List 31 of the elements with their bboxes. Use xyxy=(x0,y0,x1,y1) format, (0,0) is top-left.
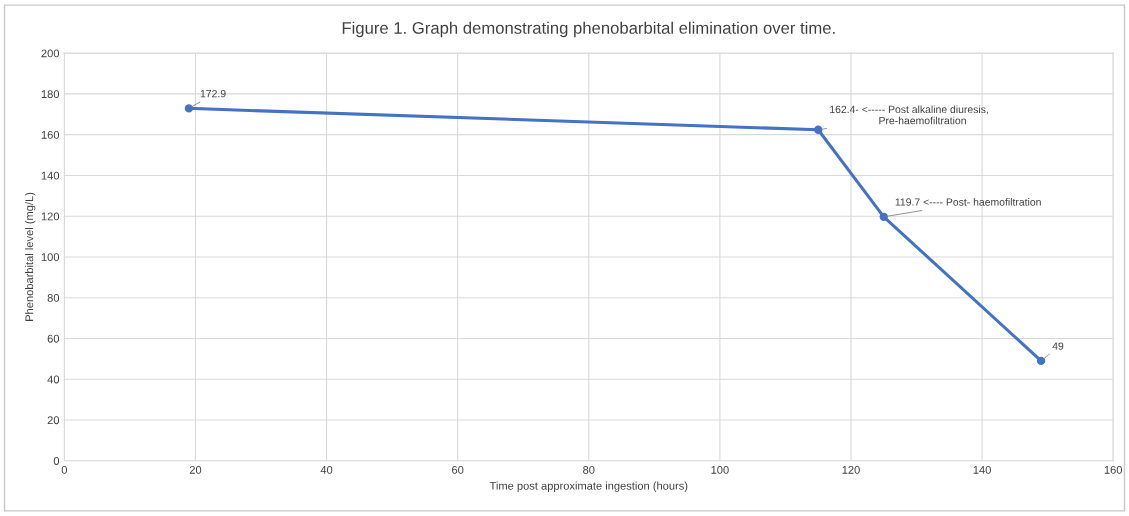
y-tick-label: 120 xyxy=(41,212,60,221)
chart-title: Figure 1. Graph demonstrating phenobarbital elimination over time. xyxy=(342,21,835,38)
x-tick-label: 140 xyxy=(973,465,991,474)
y-axis-title: Phenobarbital level (mg/L) xyxy=(25,192,36,321)
point xyxy=(814,125,823,134)
y-tick-label: 100 xyxy=(41,253,60,262)
x-tick-label: 120 xyxy=(842,465,860,474)
x-tick-label: 20 xyxy=(189,465,202,474)
x-tick-label: 100 xyxy=(711,465,729,474)
y-tick-label: 60 xyxy=(47,334,60,343)
x-tick-label: 160 xyxy=(1104,465,1123,474)
y-tick-label: 80 xyxy=(47,294,60,302)
y-tick-label: 140 xyxy=(41,171,60,180)
y-tick-label: 180 xyxy=(41,90,60,99)
y-tick-label: 200 xyxy=(41,49,60,58)
x-axis-title: Time post approximate ingestion (hours) xyxy=(489,481,688,492)
x-tick-label: 40 xyxy=(320,465,333,474)
x-tick-label: 0 xyxy=(61,465,68,474)
point xyxy=(184,104,194,113)
y-tick-label: 20 xyxy=(47,416,60,425)
y-tick-label: 0 xyxy=(53,457,60,465)
x-tick-label: 80 xyxy=(583,465,595,474)
annotation: 172.9 xyxy=(200,89,226,98)
point xyxy=(1036,356,1046,366)
point xyxy=(879,212,888,221)
y-tick-label: 160 xyxy=(41,130,60,139)
y-tick-label: 40 xyxy=(47,375,60,384)
x-tick-label: 60 xyxy=(452,465,464,474)
annotation: 49 xyxy=(1052,342,1064,350)
annotation: 119.7 <---- Post- haemofiltration xyxy=(895,198,1041,206)
annotation: 162.4- <----- Post alkaline diuresis, Pre-haemofiltration xyxy=(830,105,988,125)
